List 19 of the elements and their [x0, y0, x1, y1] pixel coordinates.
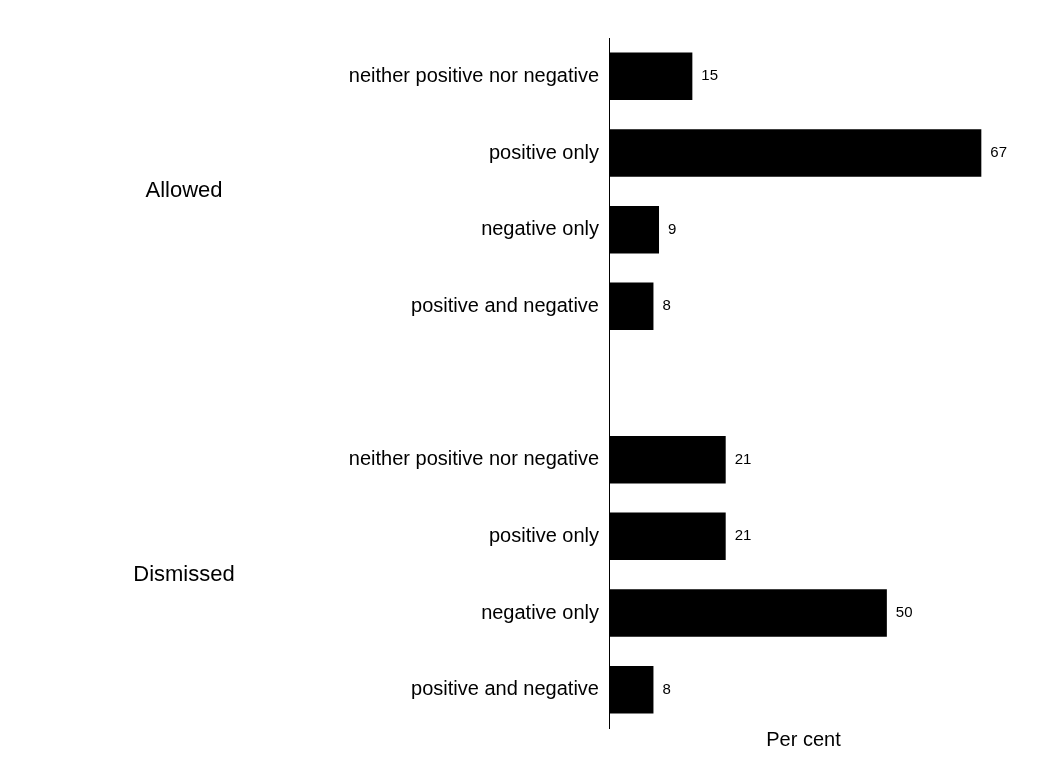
data-label: 15	[701, 66, 719, 84]
y-tick-label: positive only	[488, 140, 599, 163]
y-tick-label: neither positive nor negative	[348, 63, 599, 86]
data-label: 8	[662, 679, 671, 697]
y-tick-label: positive and negative	[411, 677, 599, 700]
text: Dismissed	[133, 560, 235, 586]
data-label: 50	[895, 603, 913, 621]
y-tick-label: negative only	[481, 600, 599, 623]
y-tick-label: positive only	[488, 523, 599, 546]
text: Allowed	[145, 177, 223, 203]
y-tick-label: positive and negative	[411, 293, 599, 316]
data-label: 67	[990, 143, 1008, 161]
data-label: 8	[662, 296, 671, 314]
data-label: 9	[668, 219, 677, 237]
data-label: 21	[734, 526, 752, 544]
y-tick-label: negative only	[481, 217, 599, 240]
data-label: 21	[734, 449, 752, 467]
x-axis-title: Per cent	[766, 727, 842, 750]
y-tick-label: neither positive nor negative	[348, 447, 599, 470]
